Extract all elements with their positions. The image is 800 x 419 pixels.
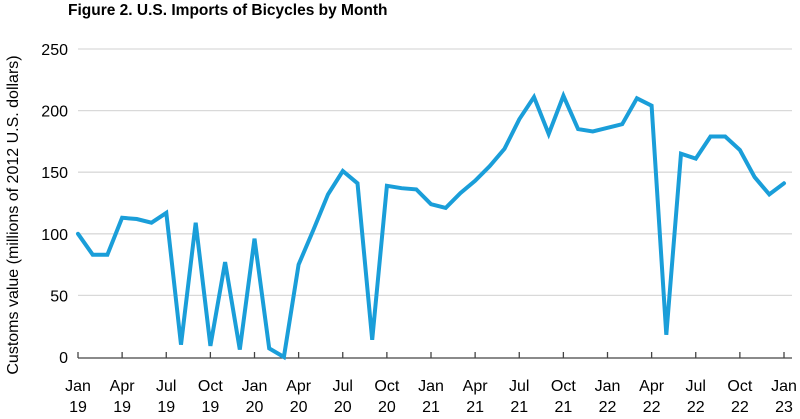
x-tick-label-month: Jul [509,378,529,395]
x-tick-label-year: 22 [731,399,749,416]
x-tick-label-year: 23 [775,399,793,416]
x-tick-label-month: Jan [242,378,268,395]
y-tick-label: 100 [41,227,68,244]
y-tick-label: 0 [59,350,68,367]
x-tick-label-year: 20 [290,399,308,416]
x-tick-label-month: Apr [110,378,136,395]
x-tick-label-month: Oct [727,378,752,395]
x-tick-label-month: Apr [286,378,312,395]
x-tick-label-year: 19 [69,399,87,416]
y-tick-label: 250 [41,42,68,59]
x-tick-label-month: Jan [771,378,797,395]
x-tick-label-year: 19 [201,399,219,416]
x-tick-label-month: Jan [65,378,91,395]
x-tick-label-year: 22 [687,399,705,416]
x-tick-label-year: 21 [422,399,440,416]
x-tick-label-month: Apr [639,378,665,395]
x-tick-label-month: Oct [198,378,223,395]
chart-title: Figure 2. U.S. Imports of Bicycles by Mo… [68,2,388,19]
y-tick-label: 150 [41,165,68,182]
x-tick-label-year: 19 [157,399,175,416]
x-tick-label-month: Jul [333,378,353,395]
x-tick-label-year: 20 [378,399,396,416]
y-tick-label: 50 [50,288,68,305]
x-tick-label-month: Oct [551,378,576,395]
x-tick-label-month: Jan [418,378,444,395]
x-tick-label-year: 21 [466,399,484,416]
data-line [76,90,786,361]
x-tick-label-month: Jan [595,378,621,395]
y-tick-label: 200 [41,104,68,121]
x-tick-label-year: 21 [510,399,528,416]
x-tick-label-year: 20 [246,399,264,416]
x-tick-label-month: Oct [374,378,399,395]
x-tick-label-year: 22 [599,399,617,416]
x-tick-label-month: Jul [686,378,706,395]
x-tick-label-year: 20 [334,399,352,416]
x-tick-label-month: Apr [463,378,489,395]
x-tick-label-year: 22 [643,399,661,416]
x-tick-label-year: 21 [554,399,572,416]
x-tick-label-year: 19 [113,399,131,416]
x-tick-label-month: Jul [156,378,176,395]
